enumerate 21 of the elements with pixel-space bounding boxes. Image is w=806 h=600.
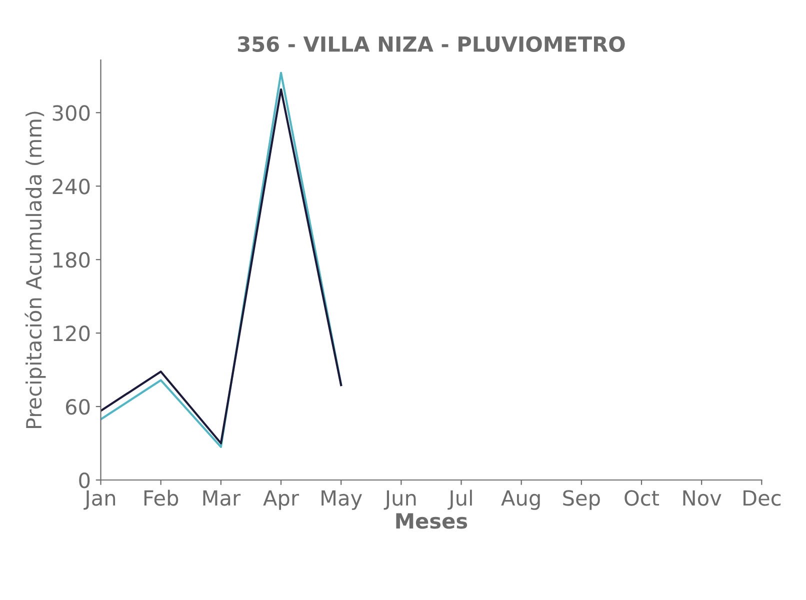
y-tick-label: 0: [79, 472, 90, 488]
x-tick-label: May: [322, 490, 362, 510]
y-tick-label: 240: [52, 178, 90, 194]
x-tick-label: Aug: [501, 490, 540, 510]
y-tick-label: 300: [52, 105, 90, 121]
x-axis-title: Meses: [396, 513, 468, 529]
x-tick-label: Jan: [84, 490, 116, 510]
x-tick-label: Jul: [448, 490, 472, 510]
x-tick-label: Mar: [203, 490, 241, 506]
y-tick-label: 60: [66, 398, 90, 415]
x-tick-label: Oct: [624, 490, 660, 506]
y-tick-label: 180: [54, 252, 90, 268]
x-tick-label: Apr: [263, 490, 300, 510]
x-tick-label: Nov: [683, 490, 722, 506]
chart-title: 356 - VILLA NIZA - PLUVIOMETRO: [238, 36, 625, 52]
x-tick-label: Sep: [563, 490, 600, 510]
y-axis-title: Precipitación Acumulada (mm): [24, 112, 46, 428]
x-tick-label: Dec: [744, 490, 781, 506]
x-tick-label: Feb: [144, 490, 178, 506]
y-tick-label: 120: [54, 326, 90, 342]
x-tick-label: Jun: [384, 490, 416, 510]
